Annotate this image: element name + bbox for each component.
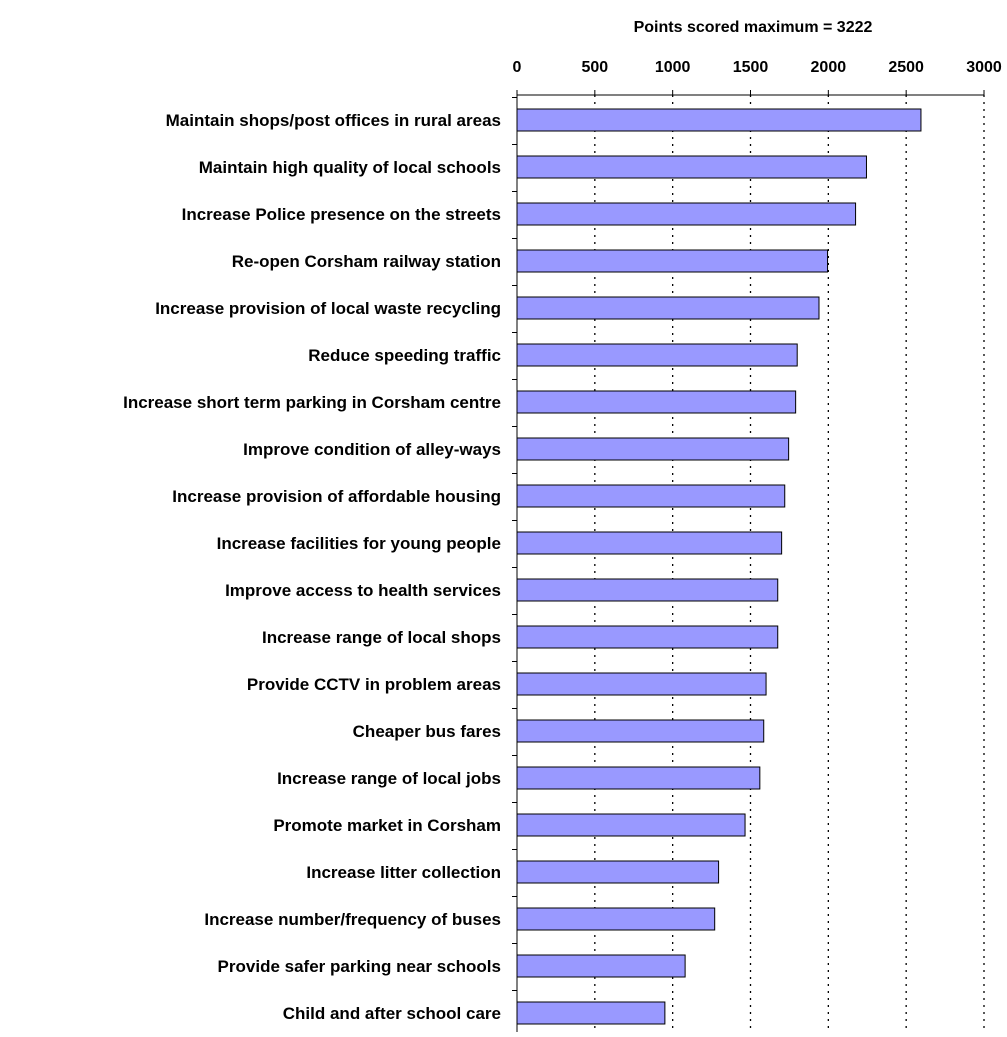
category-label: Increase provision of affordable housing (172, 487, 501, 506)
category-label: Increase facilities for young people (217, 534, 501, 553)
bar (516, 1001, 666, 1025)
category-label: Improve condition of alley-ways (243, 440, 501, 459)
category-label: Re-open Corsham railway station (232, 252, 501, 271)
gridlines (594, 95, 985, 1032)
bar (516, 108, 922, 132)
x-tick-label: 1500 (733, 59, 769, 76)
category-label: Promote market in Corsham (273, 816, 501, 835)
x-axis-title: Points scored maximum = 3222 (634, 19, 873, 36)
category-label: Provide CCTV in problem areas (247, 675, 501, 694)
category-label: Increase range of local jobs (277, 769, 501, 788)
category-label: Increase range of local shops (262, 628, 501, 647)
category-label: Increase provision of local waste recycl… (155, 299, 501, 318)
bar (516, 249, 829, 273)
x-tick-label: 500 (581, 59, 608, 76)
category-labels: Maintain shops/post offices in rural are… (123, 111, 501, 1023)
bar (516, 437, 790, 461)
bar (516, 484, 786, 508)
category-label: Increase litter collection (306, 863, 501, 882)
bar (516, 625, 779, 649)
x-tick-label: 2500 (888, 59, 924, 76)
x-tick-label: 2000 (811, 59, 847, 76)
bar (516, 813, 746, 837)
bar (516, 296, 820, 320)
x-tick-label: 1000 (655, 59, 691, 76)
category-label: Maintain shops/post offices in rural are… (166, 111, 501, 130)
bars (516, 108, 922, 1025)
bar (516, 860, 720, 884)
bar (516, 202, 857, 226)
category-label: Provide safer parking near schools (218, 957, 501, 976)
bar (516, 907, 716, 931)
category-label: Increase short term parking in Corsham c… (123, 393, 501, 412)
tick-labels: 0 500 1000 1500 2000 2500 3000 (513, 59, 1002, 76)
category-label: Increase Police presence on the streets (182, 205, 501, 224)
category-label: Increase number/frequency of buses (204, 910, 501, 929)
x-tick-label: 0 (513, 59, 522, 76)
axes (512, 90, 985, 1032)
category-label: Maintain high quality of local schools (199, 158, 501, 177)
category-label: Cheaper bus fares (353, 722, 501, 741)
bar (516, 390, 797, 414)
bar (516, 155, 867, 179)
bar (516, 954, 686, 978)
bar (516, 343, 798, 367)
x-tick-label: 3000 (966, 59, 1002, 76)
bar (516, 719, 765, 743)
bar (516, 578, 779, 602)
category-label: Improve access to health services (225, 581, 501, 600)
category-label: Child and after school care (283, 1004, 501, 1023)
category-label: Reduce speeding traffic (308, 346, 501, 365)
bar (516, 766, 761, 790)
bar (516, 672, 767, 696)
bar (516, 531, 783, 555)
